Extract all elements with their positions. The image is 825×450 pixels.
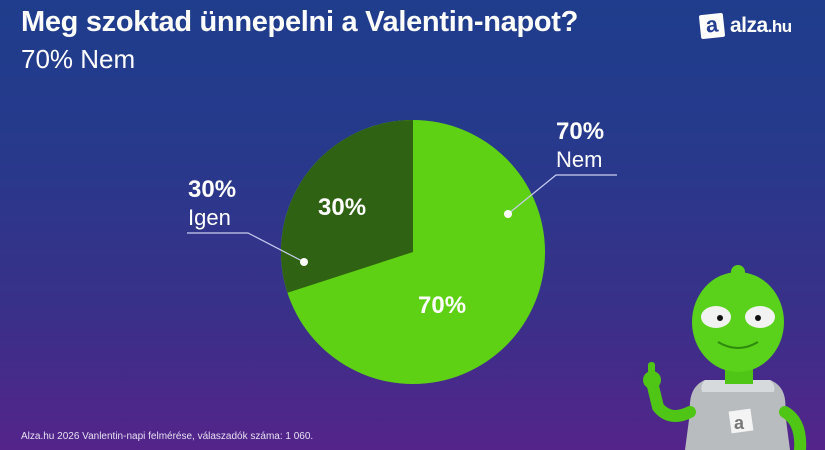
callout-igen-percent: 30% xyxy=(188,176,237,203)
chart-subtitle: 70% Nem xyxy=(21,44,136,74)
callout-igen-label: Igen xyxy=(188,205,231,230)
slice-nem-value: 70% xyxy=(418,292,467,319)
slice-igen-value: 30% xyxy=(318,194,367,221)
alza-alien-mascot: a xyxy=(643,265,807,450)
leader-dot-igen xyxy=(300,258,308,266)
survey-footnote: Alza.hu 2026 Vanlentin-napi felmérése, v… xyxy=(21,431,314,442)
leader-line-nem xyxy=(507,174,617,215)
chart-title: Meg szoktad ünnepelni a Valentin-napot? xyxy=(21,6,579,38)
alza-logo-text: alza.hu xyxy=(730,14,792,37)
leader-dot-nem xyxy=(504,210,512,218)
alza-logo: a alza.hu xyxy=(698,11,792,40)
pie-slice-igen xyxy=(281,120,413,293)
callout-nem-percent: 70% xyxy=(556,118,605,145)
callout-nem-label: Nem xyxy=(556,147,603,172)
leader-line-igen xyxy=(187,232,305,263)
svg-text:a: a xyxy=(734,413,745,433)
